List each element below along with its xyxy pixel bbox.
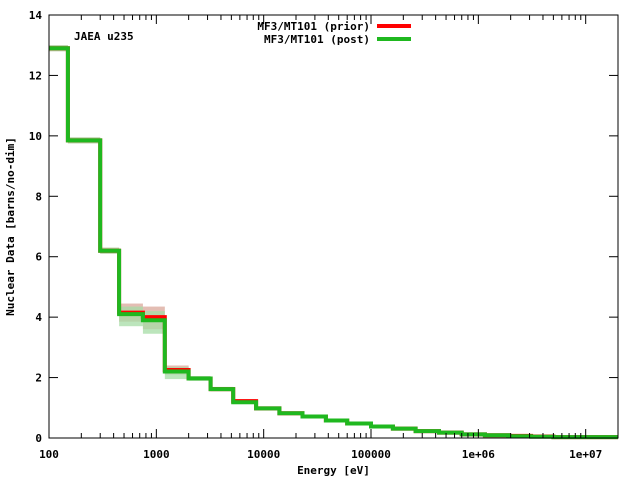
y-axis-label: Nuclear Data [barns/no-dim] [4, 137, 17, 316]
series-line-post [49, 46, 618, 440]
y-tick-label: 8 [35, 190, 42, 203]
dataset-annotation: JAEA u235 [74, 30, 134, 43]
x-axis-label: Energy [eV] [297, 464, 370, 477]
x-tick-label: 100000 [351, 448, 391, 461]
x-tick-label: 1e+06 [462, 448, 495, 461]
legend: MF3/MT101 (prior)MF3/MT101 (post) [257, 20, 411, 46]
x-tick-label: 1e+07 [569, 448, 602, 461]
legend-label: MF3/MT101 (post) [264, 33, 370, 46]
y-tick-label: 0 [35, 432, 42, 445]
y-tick-label: 14 [29, 9, 43, 22]
x-axis-ticks: 100 1000 10000 100000 1e+06 1e+07 [39, 15, 619, 461]
series-lines [49, 46, 618, 440]
series-line-prior [49, 46, 618, 440]
x-tick-label: 10000 [247, 448, 280, 461]
uncertainty-band-post [142, 311, 165, 334]
y-tick-label: 12 [29, 69, 42, 82]
plot-frame [48, 14, 619, 439]
y-tick-label: 4 [35, 311, 42, 324]
x-tick-label: 1000 [143, 448, 170, 461]
y-tick-label: 10 [29, 130, 42, 143]
y-axis-ticks: 0 2 4 6 8 10 12 14 [29, 9, 618, 445]
y-tick-label: 2 [35, 372, 42, 385]
y-tick-label: 6 [35, 251, 42, 264]
uncertainty-band-post [119, 306, 143, 327]
x-tick-label: 100 [39, 448, 59, 461]
legend-label: MF3/MT101 (prior) [257, 20, 370, 33]
uncertainty-bands [49, 45, 618, 438]
